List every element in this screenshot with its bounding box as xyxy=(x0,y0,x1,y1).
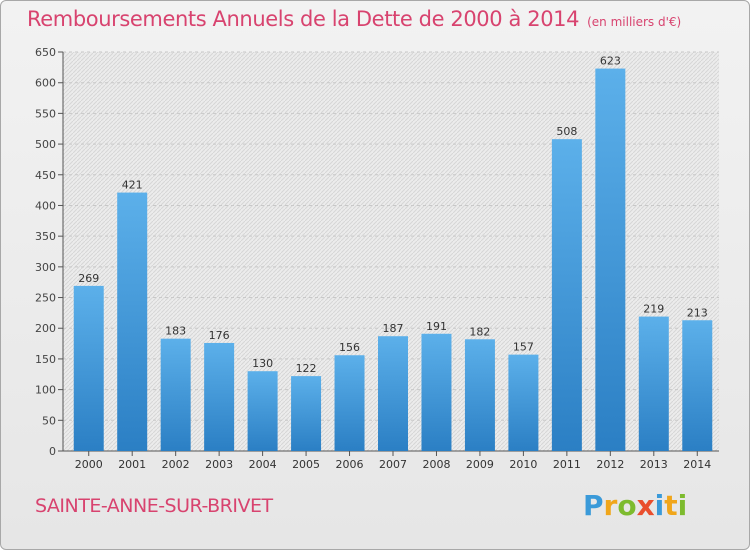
bar xyxy=(595,68,626,451)
bar xyxy=(508,354,539,451)
x-tick-label: 2004 xyxy=(249,458,277,471)
y-tick-label: 300 xyxy=(35,261,56,274)
x-tick-label: 2007 xyxy=(379,458,407,471)
bar xyxy=(73,285,104,451)
commune-name: SAINTE-ANNE-SUR-BRIVET xyxy=(35,495,273,517)
y-tick-label: 600 xyxy=(35,77,56,90)
x-tick-label: 2009 xyxy=(466,458,494,471)
x-tick-label: 2012 xyxy=(596,458,624,471)
bar xyxy=(421,333,452,451)
data-label: 157 xyxy=(513,341,534,354)
y-tick-label: 450 xyxy=(35,169,56,182)
proxiti-logo: Proxiti xyxy=(583,489,688,522)
data-label: 508 xyxy=(556,125,577,138)
labels: 269 2000 421 2001 183 2002 176 2003 130 2004 122 20… xyxy=(75,55,712,471)
x-tick-label: 2011 xyxy=(553,458,581,471)
data-label: 130 xyxy=(252,357,273,370)
bar xyxy=(464,339,495,451)
bar xyxy=(160,338,191,451)
x-tick-label: 2003 xyxy=(205,458,233,471)
x-tick-label: 2014 xyxy=(683,458,711,471)
y-tick-label: 500 xyxy=(35,138,56,151)
data-label: 421 xyxy=(122,179,143,192)
data-label: 219 xyxy=(643,303,664,316)
data-label: 623 xyxy=(600,55,621,68)
x-tick-label: 2001 xyxy=(118,458,146,471)
bar xyxy=(551,139,582,452)
y-tick-label: 250 xyxy=(35,292,56,305)
y-tick-label: 150 xyxy=(35,353,56,366)
data-label: 183 xyxy=(165,325,186,338)
x-tick-label: 2002 xyxy=(162,458,190,471)
x-tick-label: 2013 xyxy=(640,458,668,471)
data-label: 191 xyxy=(426,320,447,333)
data-label: 176 xyxy=(209,329,230,342)
y-tick-label: 650 xyxy=(35,46,56,59)
bar xyxy=(638,316,669,451)
data-label: 187 xyxy=(383,322,404,335)
y-tick-label: 200 xyxy=(35,322,56,335)
x-tick-label: 2008 xyxy=(422,458,450,471)
y-tick-label: 50 xyxy=(42,414,56,427)
chart-unit: (en milliers d'€) xyxy=(587,15,682,29)
bar xyxy=(204,342,235,451)
y-tick-label: 0 xyxy=(49,445,56,458)
bar xyxy=(291,376,322,451)
axes: 0 50 100 150 200 250 300 350 400 450 500 550 600 650 xyxy=(35,46,719,458)
y-tick-label: 550 xyxy=(35,107,56,120)
bar xyxy=(378,336,408,451)
data-label: 182 xyxy=(469,325,490,338)
x-tick-label: 2006 xyxy=(336,458,364,471)
y-tick-label: 400 xyxy=(35,199,56,212)
data-label: 122 xyxy=(296,362,317,375)
bars xyxy=(73,68,713,452)
y-tick-label: 350 xyxy=(35,230,56,243)
bar xyxy=(117,192,148,451)
data-label: 213 xyxy=(687,306,708,319)
chart-title: Remboursements Annuels de la Dette de 20… xyxy=(27,7,681,31)
bar xyxy=(682,320,713,451)
x-tick-label: 2005 xyxy=(292,458,320,471)
bar xyxy=(334,355,365,451)
x-tick-label: 2010 xyxy=(509,458,537,471)
data-label: 269 xyxy=(78,272,99,285)
chart-title-text: Remboursements Annuels de la Dette de 20… xyxy=(27,7,580,31)
x-tick-label: 2000 xyxy=(75,458,103,471)
data-label: 156 xyxy=(339,341,360,354)
y-tick-label: 100 xyxy=(35,384,56,397)
bar xyxy=(247,371,278,451)
